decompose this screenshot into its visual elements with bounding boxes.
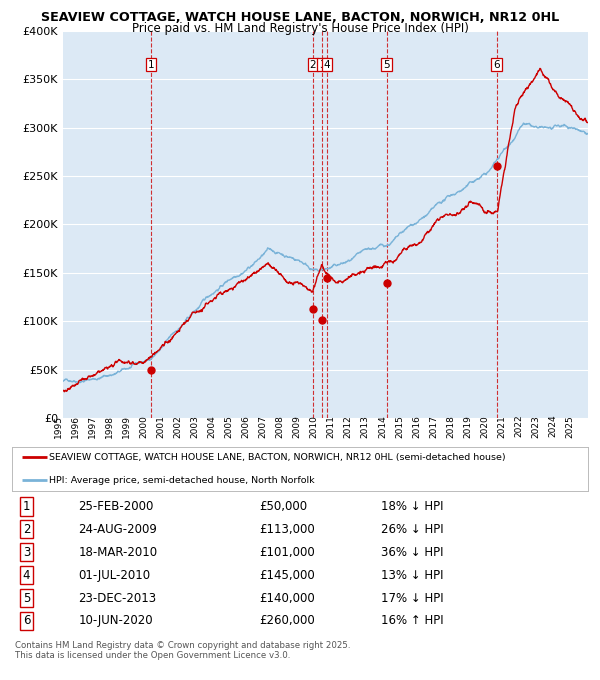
Text: HPI: Average price, semi-detached house, North Norfolk: HPI: Average price, semi-detached house,… — [49, 476, 315, 485]
Text: 2012: 2012 — [344, 415, 353, 437]
Text: Contains HM Land Registry data © Crown copyright and database right 2025.: Contains HM Land Registry data © Crown c… — [15, 641, 350, 649]
Text: 1: 1 — [148, 60, 154, 69]
Text: 2008: 2008 — [275, 415, 284, 438]
Text: 24-AUG-2009: 24-AUG-2009 — [78, 523, 157, 536]
Text: 2022: 2022 — [514, 415, 523, 437]
Text: 2007: 2007 — [259, 415, 268, 438]
Text: SEAVIEW COTTAGE, WATCH HOUSE LANE, BACTON, NORWICH, NR12 0HL: SEAVIEW COTTAGE, WATCH HOUSE LANE, BACTO… — [41, 11, 559, 24]
Text: 1996: 1996 — [71, 415, 80, 438]
Text: 2023: 2023 — [531, 415, 540, 437]
Text: 2017: 2017 — [429, 415, 438, 438]
Text: 3: 3 — [319, 60, 326, 69]
Text: 16% ↑ HPI: 16% ↑ HPI — [380, 615, 443, 628]
Text: 5: 5 — [383, 60, 390, 69]
Text: 2018: 2018 — [446, 415, 455, 438]
Text: 1997: 1997 — [88, 415, 97, 438]
Text: £101,000: £101,000 — [260, 546, 316, 559]
Text: 2009: 2009 — [293, 415, 302, 438]
Text: 2013: 2013 — [361, 415, 370, 438]
Text: 2024: 2024 — [548, 415, 557, 437]
Text: SEAVIEW COTTAGE, WATCH HOUSE LANE, BACTON, NORWICH, NR12 0HL (semi-detached hous: SEAVIEW COTTAGE, WATCH HOUSE LANE, BACTO… — [49, 453, 506, 462]
Text: 2003: 2003 — [190, 415, 199, 438]
Text: Price paid vs. HM Land Registry's House Price Index (HPI): Price paid vs. HM Land Registry's House … — [131, 22, 469, 35]
Text: £113,000: £113,000 — [260, 523, 316, 536]
Text: £145,000: £145,000 — [260, 568, 316, 581]
Text: £140,000: £140,000 — [260, 592, 316, 605]
Text: 2006: 2006 — [241, 415, 251, 438]
Text: 6: 6 — [493, 60, 500, 69]
Text: 4: 4 — [324, 60, 331, 69]
Text: 26% ↓ HPI: 26% ↓ HPI — [380, 523, 443, 536]
Text: 2002: 2002 — [173, 415, 182, 437]
Text: 2015: 2015 — [395, 415, 404, 438]
Text: 2016: 2016 — [412, 415, 421, 438]
Text: 2: 2 — [310, 60, 316, 69]
Text: 1995: 1995 — [54, 415, 63, 438]
Text: 2025: 2025 — [565, 415, 574, 437]
Text: This data is licensed under the Open Government Licence v3.0.: This data is licensed under the Open Gov… — [15, 651, 290, 660]
Text: 2001: 2001 — [156, 415, 165, 438]
Text: 36% ↓ HPI: 36% ↓ HPI — [380, 546, 443, 559]
Text: 2: 2 — [23, 523, 30, 536]
Text: 2019: 2019 — [463, 415, 472, 438]
Text: 2020: 2020 — [480, 415, 489, 437]
Text: 2014: 2014 — [378, 415, 387, 437]
Text: 25-FEB-2000: 25-FEB-2000 — [78, 500, 154, 513]
Text: £50,000: £50,000 — [260, 500, 308, 513]
Text: 17% ↓ HPI: 17% ↓ HPI — [380, 592, 443, 605]
Text: 2004: 2004 — [208, 415, 217, 437]
Text: 4: 4 — [23, 568, 30, 581]
Text: 1999: 1999 — [122, 415, 131, 438]
Text: 18% ↓ HPI: 18% ↓ HPI — [380, 500, 443, 513]
Text: 13% ↓ HPI: 13% ↓ HPI — [380, 568, 443, 581]
Text: 18-MAR-2010: 18-MAR-2010 — [78, 546, 157, 559]
Text: 2011: 2011 — [327, 415, 336, 438]
Text: 1998: 1998 — [105, 415, 114, 438]
Text: 1: 1 — [23, 500, 30, 513]
Text: 23-DEC-2013: 23-DEC-2013 — [78, 592, 157, 605]
Text: 6: 6 — [23, 615, 30, 628]
Text: 2000: 2000 — [139, 415, 148, 438]
Text: 5: 5 — [23, 592, 30, 605]
Text: 3: 3 — [23, 546, 30, 559]
Text: 01-JUL-2010: 01-JUL-2010 — [78, 568, 151, 581]
Text: £260,000: £260,000 — [260, 615, 316, 628]
Text: 2010: 2010 — [310, 415, 319, 438]
Text: 2021: 2021 — [497, 415, 506, 437]
Text: 2005: 2005 — [224, 415, 233, 438]
Text: 10-JUN-2020: 10-JUN-2020 — [78, 615, 153, 628]
